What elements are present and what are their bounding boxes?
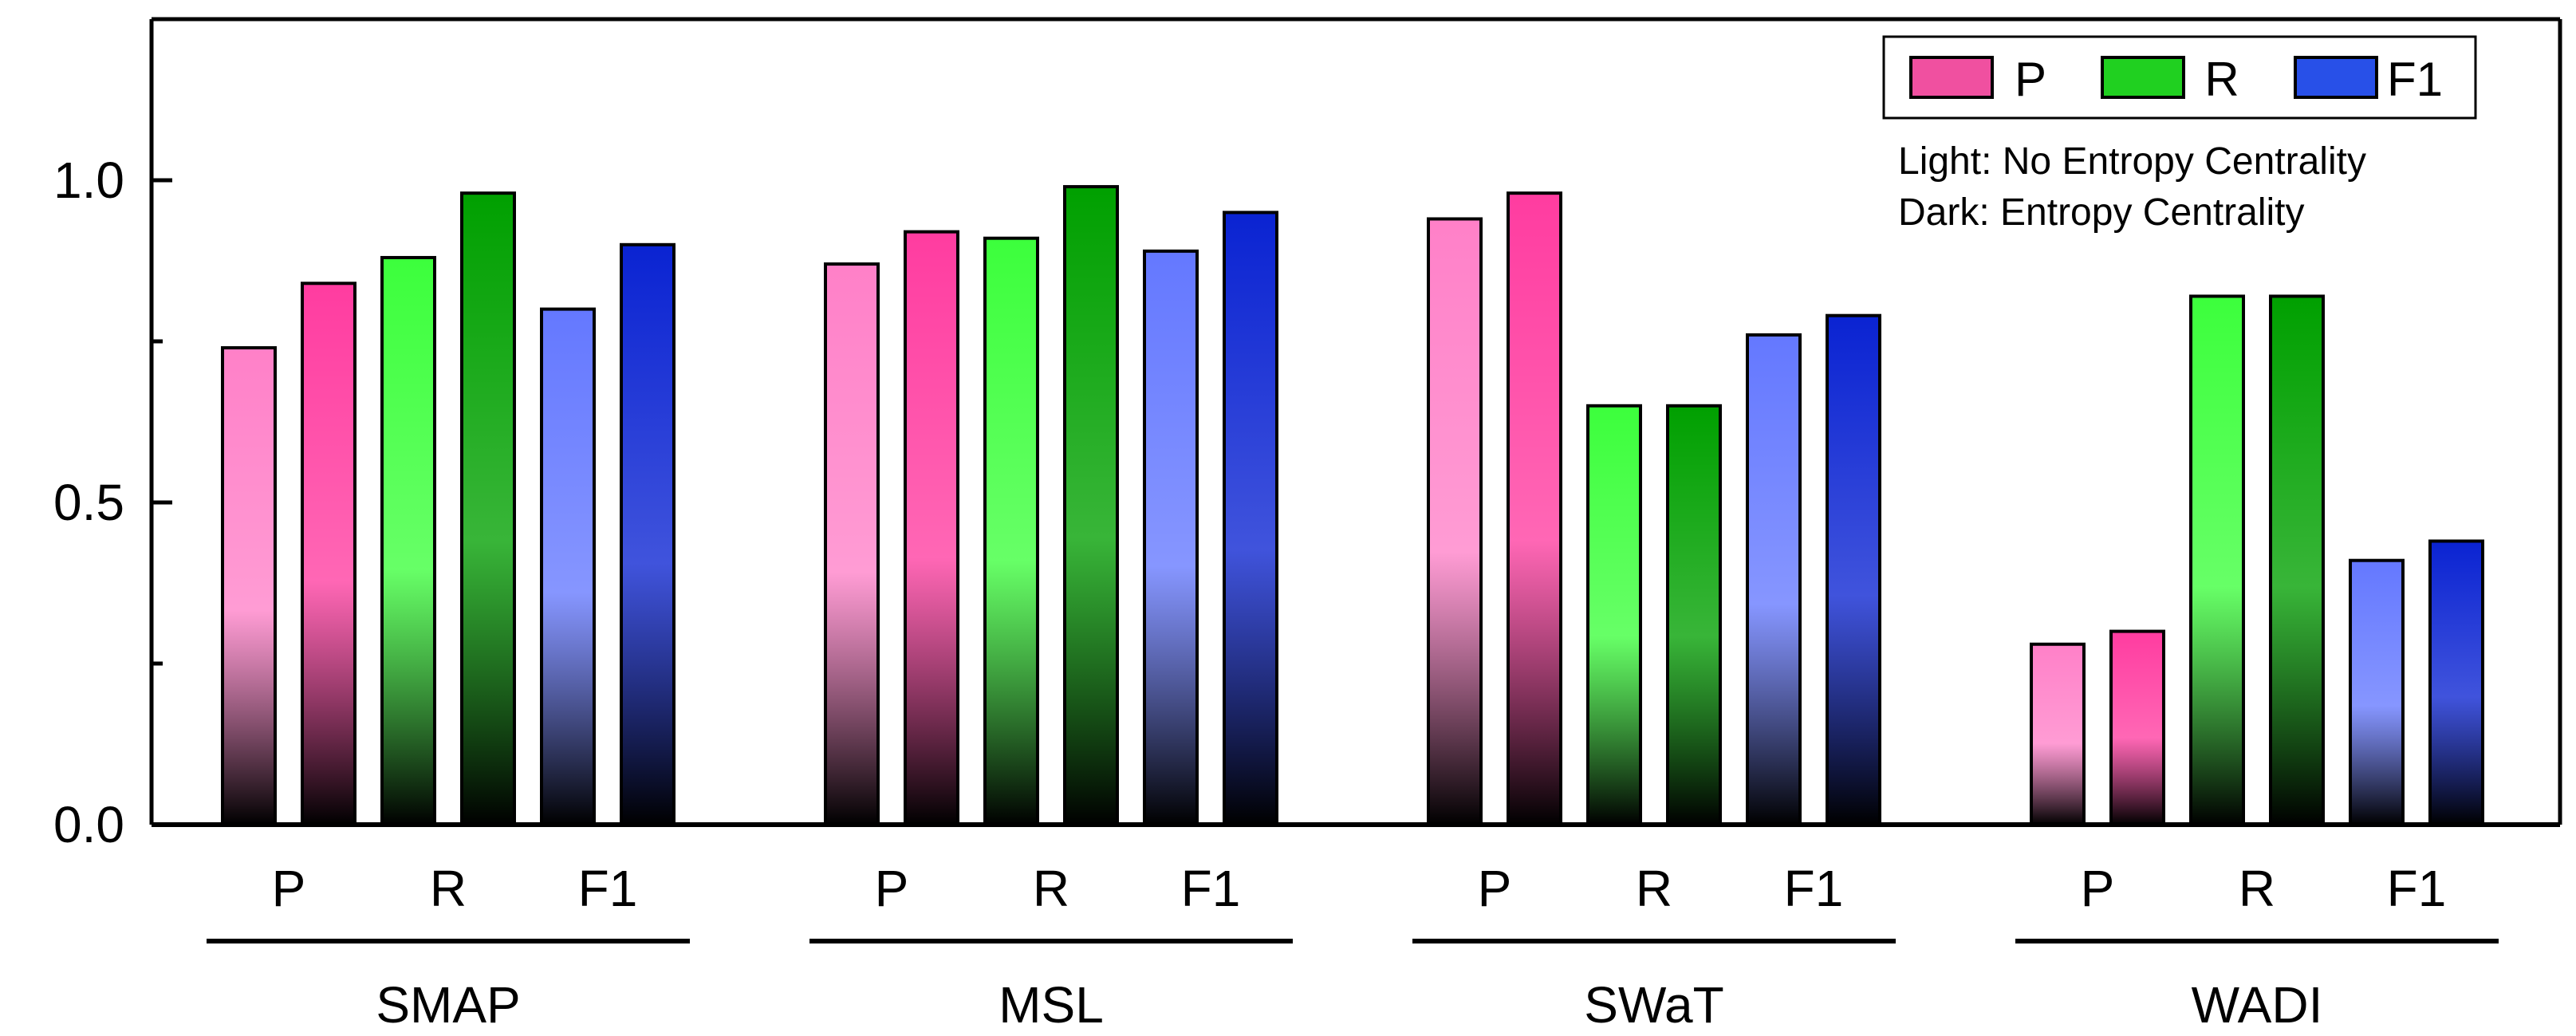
labels-layer: 0.0 0.5 1.0 P R F1 SMAP P R F1 MSL P R F1 SWaT P R F1 WADI	[53, 152, 2446, 1034]
x-metric-label: F1	[578, 860, 638, 917]
bar-wadi-p-dark	[2109, 629, 2165, 826]
bar-wadi-r-light	[2189, 294, 2245, 826]
bar-smap-p-light	[221, 346, 277, 826]
group-label-wadi: WADI	[2192, 976, 2323, 1034]
x-metric-label: F1	[1181, 860, 1241, 917]
legend-note: Dark: Entropy Centrality	[1898, 191, 2305, 234]
legend-label-p: P	[2015, 53, 2046, 106]
group-label-smap: SMAP	[376, 976, 520, 1034]
bar-smap-f1-light	[540, 307, 596, 827]
group-label-swat: SWaT	[1584, 976, 1723, 1034]
bar-smap-f1-dark	[620, 242, 676, 826]
bar-swat-r-dark	[1666, 404, 1722, 826]
bar-msl-f1-dark	[1223, 211, 1278, 826]
bar-wadi-f1-light	[2349, 558, 2405, 826]
legend-swatch-f1	[2294, 56, 2378, 99]
y-tick-label: 0.5	[53, 474, 124, 531]
bar-msl-p-light	[824, 262, 880, 827]
legend-label-f1: F1	[2387, 53, 2443, 106]
x-metric-label: P	[1478, 860, 1512, 917]
x-metric-label: F1	[2387, 860, 2447, 917]
bar-msl-p-dark	[904, 230, 959, 826]
x-metric-label: R	[2239, 860, 2275, 917]
legend-swatch-p	[1909, 56, 1994, 99]
bar-smap-p-dark	[301, 282, 356, 826]
y-tick-label: 1.0	[53, 152, 124, 209]
y-tick-label: 0.0	[53, 796, 124, 853]
bars-layer	[221, 185, 2484, 827]
bar-smap-r-light	[380, 255, 436, 826]
bar-swat-f1-light	[1746, 333, 1802, 827]
bar-wadi-f1-dark	[2428, 539, 2484, 826]
x-metric-label: F1	[1784, 860, 1844, 917]
legend: P R F1 Light: No Entropy Centrality Dark: En…	[1882, 35, 2477, 234]
legend-swatch-r	[2101, 56, 2185, 99]
bar-wadi-r-dark	[2269, 294, 2325, 826]
bar-wadi-p-light	[2030, 642, 2086, 827]
x-metric-label: P	[875, 860, 909, 917]
bar-swat-f1-dark	[1826, 313, 1881, 826]
bar-msl-r-light	[983, 236, 1039, 827]
x-metric-label: R	[1033, 860, 1069, 917]
x-metric-label: P	[272, 860, 306, 917]
bar-smap-r-dark	[460, 191, 516, 827]
legend-label-r: R	[2204, 53, 2239, 106]
bar-swat-r-light	[1586, 404, 1642, 826]
group-label-msl: MSL	[998, 976, 1104, 1034]
legend-note: Light: No Entropy Centrality	[1898, 140, 2366, 183]
bar-swat-p-light	[1427, 217, 1483, 827]
bar-msl-f1-light	[1143, 249, 1199, 826]
x-metric-label: R	[1636, 860, 1672, 917]
bar-msl-r-dark	[1063, 185, 1119, 826]
bar-swat-p-dark	[1507, 191, 1562, 827]
axes-layer	[149, 17, 2562, 943]
x-metric-label: R	[430, 860, 467, 917]
x-metric-label: P	[2081, 860, 2115, 917]
